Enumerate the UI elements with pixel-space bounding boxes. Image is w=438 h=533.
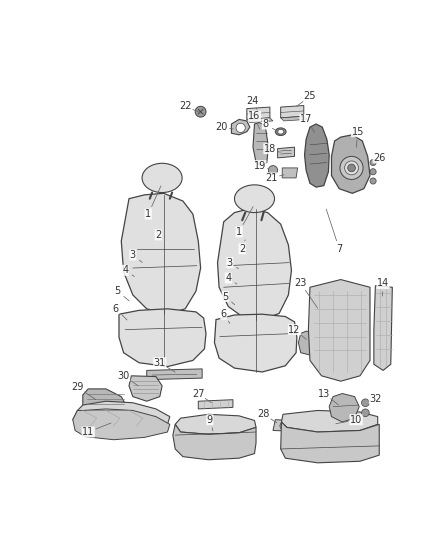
Circle shape xyxy=(348,164,355,172)
Text: 2: 2 xyxy=(239,244,245,254)
Polygon shape xyxy=(304,124,329,187)
Text: 4: 4 xyxy=(225,273,231,283)
Polygon shape xyxy=(273,419,294,431)
Ellipse shape xyxy=(345,161,358,175)
Text: 8: 8 xyxy=(262,119,268,129)
Text: 5: 5 xyxy=(114,286,120,296)
Text: 28: 28 xyxy=(258,409,270,419)
Polygon shape xyxy=(173,424,256,460)
Text: 3: 3 xyxy=(130,250,136,260)
Text: 1: 1 xyxy=(145,209,151,219)
Text: 5: 5 xyxy=(222,292,228,302)
Polygon shape xyxy=(218,209,291,320)
Polygon shape xyxy=(121,193,201,314)
Polygon shape xyxy=(332,135,370,193)
Text: 14: 14 xyxy=(377,278,389,288)
Polygon shape xyxy=(247,118,273,123)
Ellipse shape xyxy=(340,156,363,180)
Text: 16: 16 xyxy=(248,111,261,122)
Polygon shape xyxy=(281,106,304,118)
Text: 9: 9 xyxy=(207,415,213,425)
Polygon shape xyxy=(73,409,170,440)
Polygon shape xyxy=(175,414,256,434)
Polygon shape xyxy=(281,116,307,121)
Circle shape xyxy=(370,159,376,166)
Polygon shape xyxy=(281,422,379,463)
Text: 32: 32 xyxy=(369,394,381,404)
Text: 25: 25 xyxy=(304,91,316,101)
Text: 10: 10 xyxy=(350,415,362,425)
Text: 27: 27 xyxy=(192,389,205,399)
Ellipse shape xyxy=(142,163,182,192)
Text: 24: 24 xyxy=(246,96,258,106)
Text: 31: 31 xyxy=(154,358,166,368)
Circle shape xyxy=(361,409,369,417)
Polygon shape xyxy=(119,309,206,367)
Polygon shape xyxy=(215,314,297,372)
Text: 18: 18 xyxy=(264,144,276,154)
Circle shape xyxy=(370,168,376,175)
Text: 19: 19 xyxy=(254,160,266,171)
Ellipse shape xyxy=(276,128,286,135)
Text: 4: 4 xyxy=(122,265,128,276)
Circle shape xyxy=(361,399,369,407)
Text: 11: 11 xyxy=(82,427,94,437)
Polygon shape xyxy=(147,369,202,379)
Text: 6: 6 xyxy=(113,304,119,314)
Polygon shape xyxy=(374,286,392,370)
Circle shape xyxy=(280,422,288,430)
Circle shape xyxy=(370,178,376,184)
Text: 13: 13 xyxy=(318,389,330,399)
Polygon shape xyxy=(231,119,250,135)
Text: 2: 2 xyxy=(155,230,161,240)
Polygon shape xyxy=(278,147,294,158)
Circle shape xyxy=(268,166,278,175)
Polygon shape xyxy=(329,393,359,422)
Text: 26: 26 xyxy=(373,153,385,163)
Ellipse shape xyxy=(234,185,275,213)
Polygon shape xyxy=(298,331,321,355)
Circle shape xyxy=(195,106,206,117)
Polygon shape xyxy=(83,389,127,418)
Text: 15: 15 xyxy=(352,127,364,137)
Polygon shape xyxy=(129,376,162,401)
Text: 1: 1 xyxy=(236,227,242,237)
Text: 20: 20 xyxy=(215,122,228,132)
Polygon shape xyxy=(247,107,270,119)
Polygon shape xyxy=(282,168,298,178)
Text: 21: 21 xyxy=(265,173,278,183)
Text: 22: 22 xyxy=(179,101,191,111)
Text: 12: 12 xyxy=(288,325,301,335)
Polygon shape xyxy=(198,400,233,409)
Polygon shape xyxy=(253,123,268,166)
Polygon shape xyxy=(282,410,378,432)
Ellipse shape xyxy=(278,130,284,134)
Text: 29: 29 xyxy=(71,382,84,392)
Polygon shape xyxy=(73,401,170,432)
Text: 23: 23 xyxy=(294,278,307,288)
Text: 17: 17 xyxy=(300,115,312,124)
Text: 7: 7 xyxy=(336,244,343,254)
Text: 30: 30 xyxy=(117,371,130,381)
Ellipse shape xyxy=(236,123,245,133)
Text: 6: 6 xyxy=(221,309,227,319)
Polygon shape xyxy=(308,280,370,381)
Text: 3: 3 xyxy=(227,257,233,268)
